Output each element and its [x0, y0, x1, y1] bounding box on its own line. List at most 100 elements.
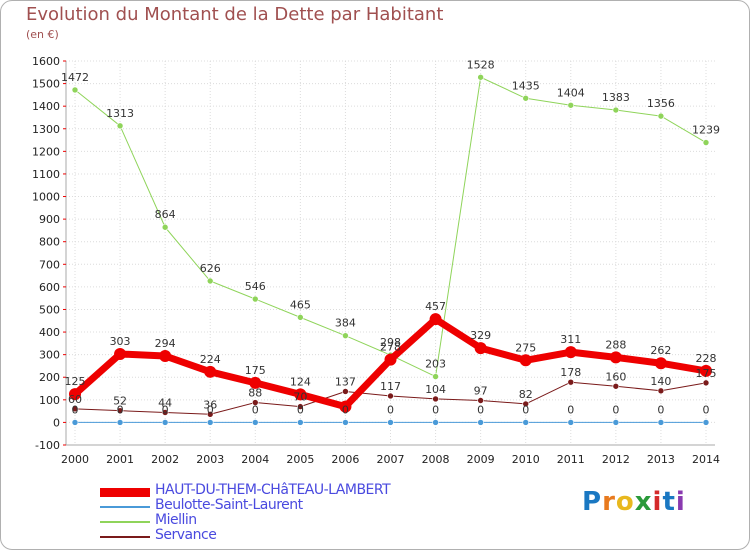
data-point — [477, 73, 484, 81]
x-tick-label: 2013 — [647, 453, 675, 466]
y-tick-label: 700 — [39, 258, 60, 271]
logo-letter: x — [634, 487, 653, 517]
data-label: 1528 — [467, 58, 495, 71]
data-label: 178 — [560, 366, 581, 379]
chart-title: Evolution du Montant de la Dette par Hab… — [26, 4, 444, 25]
data-label: 0 — [162, 403, 169, 416]
data-label: 0 — [477, 403, 484, 416]
data-label: 36 — [203, 398, 217, 411]
x-tick-label: 2006 — [331, 453, 359, 466]
data-label: 228 — [696, 352, 717, 365]
legend-swatch — [100, 487, 150, 497]
data-label: 70 — [293, 391, 307, 404]
data-point — [161, 419, 169, 426]
data-label: 1404 — [557, 86, 585, 99]
legend-label: HAUT-DU-THEM-CHâTEAU-LAMBERT — [155, 482, 391, 498]
data-label: 124 — [290, 375, 311, 388]
data-label: 329 — [470, 329, 491, 342]
data-label: 1313 — [106, 107, 134, 120]
y-tick-label: 1200 — [32, 145, 60, 158]
data-point — [432, 419, 439, 426]
data-label: 60 — [68, 393, 82, 406]
y-tick-label: 300 — [39, 349, 60, 362]
data-point — [251, 419, 259, 426]
data-point — [116, 122, 124, 130]
data-label: 0 — [432, 403, 439, 416]
data-point — [657, 419, 665, 426]
data-point — [474, 342, 487, 355]
data-point — [567, 101, 575, 109]
data-point — [612, 419, 620, 426]
legend-item: Servance — [100, 527, 460, 544]
data-point — [206, 277, 214, 285]
data-label: 0 — [567, 403, 574, 416]
data-point — [477, 397, 484, 404]
x-tick-label: 2011 — [557, 453, 585, 466]
y-tick-label: 1100 — [32, 168, 60, 181]
data-point — [564, 346, 577, 359]
data-label: 175 — [696, 367, 717, 380]
data-point — [387, 419, 394, 426]
y-tick-label: 200 — [39, 371, 60, 384]
data-point — [522, 94, 530, 102]
data-label: 457 — [425, 300, 446, 313]
data-point — [159, 350, 172, 363]
y-tick-label: 1400 — [32, 100, 60, 113]
x-tick-label: 2010 — [512, 453, 540, 466]
y-tick-label: 1500 — [32, 78, 60, 91]
x-tick-label: 2007 — [377, 453, 405, 466]
y-tick-label: 1300 — [32, 123, 60, 136]
data-point — [294, 388, 307, 401]
data-point — [657, 112, 665, 120]
data-label: 117 — [380, 380, 401, 393]
x-tick-label: 2009 — [467, 453, 495, 466]
x-tick-label: 2002 — [151, 453, 179, 466]
data-label: 160 — [605, 370, 626, 383]
data-label: 294 — [155, 337, 176, 350]
data-label: 0 — [612, 403, 619, 416]
data-label: 0 — [117, 403, 124, 416]
data-point — [251, 399, 259, 406]
data-point — [161, 223, 169, 231]
y-tick-label: 1600 — [32, 55, 60, 68]
data-point — [297, 314, 304, 321]
legend-swatch — [100, 506, 150, 508]
legend-item: Miellin — [100, 512, 460, 529]
data-label: 0 — [703, 403, 710, 416]
x-tick-label: 2014 — [692, 453, 720, 466]
logo-letter: r — [602, 487, 616, 517]
data-point — [519, 354, 532, 367]
data-label: 97 — [474, 385, 488, 398]
proxiti-logo: Proxiti — [582, 487, 686, 517]
data-point — [567, 419, 575, 426]
data-label: 44 — [158, 396, 172, 409]
x-tick-label: 2000 — [61, 453, 89, 466]
data-label: 224 — [200, 353, 221, 366]
legend-label: Miellin — [155, 512, 197, 528]
data-point — [342, 388, 349, 395]
data-point — [206, 410, 214, 418]
data-point — [700, 364, 712, 377]
data-label: 288 — [605, 338, 626, 351]
data-point — [567, 378, 575, 386]
data-label: 88 — [248, 387, 262, 400]
chart-subtitle: (en €) — [26, 28, 59, 41]
data-label: 0 — [342, 403, 349, 416]
data-label: 1239 — [692, 124, 720, 137]
data-point — [657, 387, 665, 395]
data-label: 465 — [290, 298, 311, 311]
data-label: 1472 — [61, 71, 89, 84]
data-label: 626 — [200, 262, 221, 275]
data-label: 275 — [515, 341, 536, 354]
data-point — [702, 139, 710, 146]
legend-item: HAUT-DU-THEM-CHâTEAU-LAMBERT — [100, 482, 460, 499]
legend-swatch — [100, 521, 150, 523]
data-label: 82 — [519, 388, 533, 401]
data-point — [297, 419, 304, 426]
y-tick-label: 400 — [39, 326, 60, 339]
data-label: 137 — [335, 375, 356, 388]
data-label: 140 — [650, 375, 671, 388]
data-point — [522, 400, 530, 408]
data-label: 1383 — [602, 91, 630, 104]
data-point — [654, 357, 667, 370]
